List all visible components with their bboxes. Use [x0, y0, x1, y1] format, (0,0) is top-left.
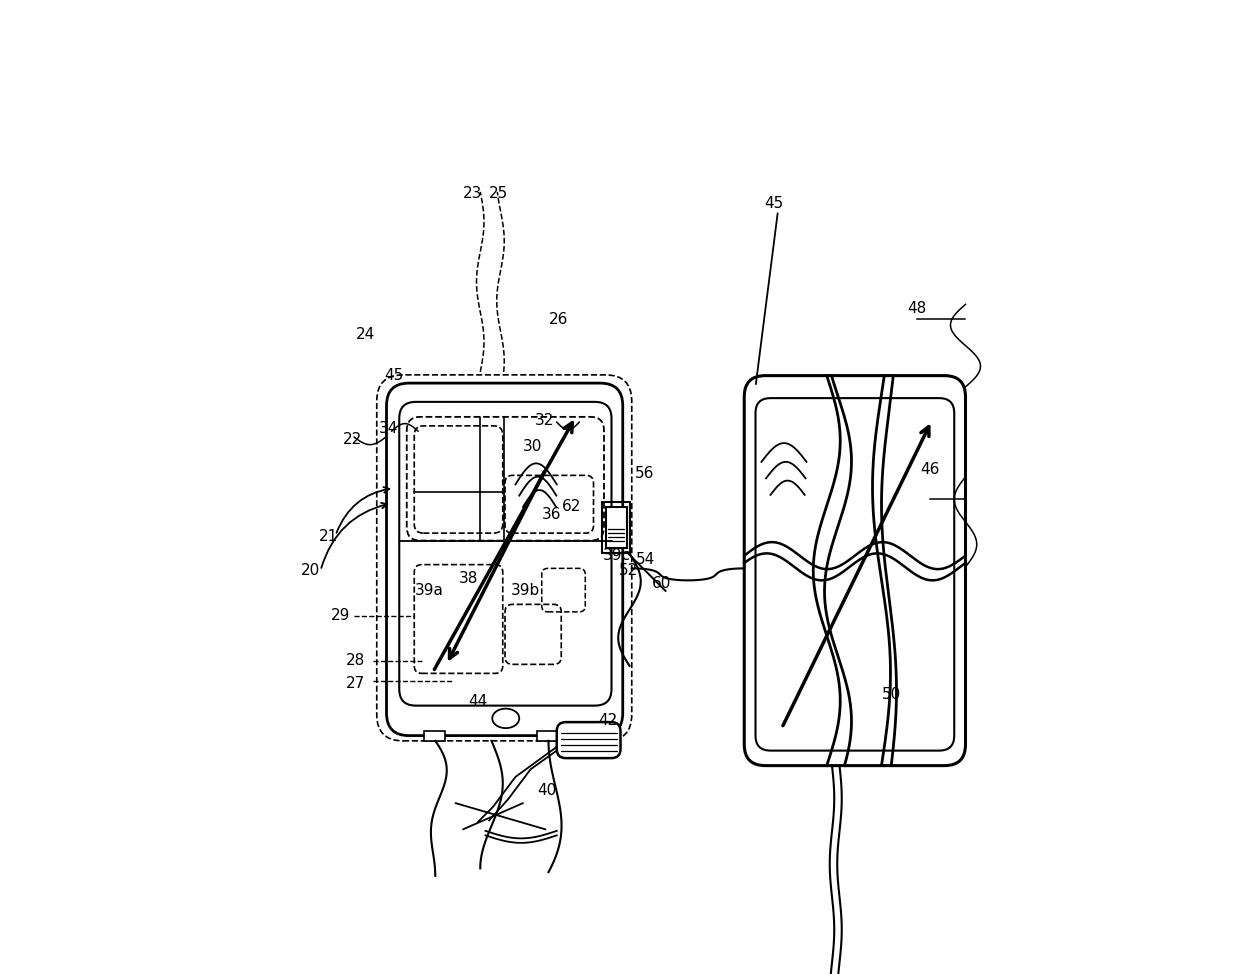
Text: 22: 22 — [343, 431, 362, 447]
Text: 36: 36 — [542, 506, 562, 522]
Text: 39b: 39b — [511, 583, 539, 598]
Text: 60: 60 — [652, 576, 671, 591]
Text: 23: 23 — [463, 186, 482, 201]
Text: 27: 27 — [346, 676, 366, 691]
Text: 32: 32 — [534, 413, 554, 429]
FancyBboxPatch shape — [605, 506, 626, 548]
FancyBboxPatch shape — [537, 731, 558, 741]
Text: 21: 21 — [319, 529, 337, 544]
Text: 39a: 39a — [415, 583, 444, 598]
Text: 48: 48 — [908, 301, 926, 316]
Text: 25: 25 — [489, 186, 508, 201]
Text: 20: 20 — [301, 563, 320, 579]
Text: 24: 24 — [356, 327, 376, 342]
Text: 50: 50 — [882, 687, 901, 702]
Text: 45: 45 — [384, 368, 404, 383]
Text: 44: 44 — [469, 694, 487, 709]
Text: 28: 28 — [346, 654, 366, 668]
Text: 30: 30 — [523, 439, 542, 455]
Text: 34: 34 — [378, 421, 398, 435]
Text: 40: 40 — [537, 783, 557, 798]
FancyBboxPatch shape — [557, 722, 620, 758]
Text: 56: 56 — [635, 466, 655, 480]
Text: 39c: 39c — [603, 548, 631, 563]
Text: 42: 42 — [598, 713, 618, 729]
FancyBboxPatch shape — [424, 731, 445, 741]
Text: 29: 29 — [331, 608, 351, 623]
Ellipse shape — [492, 709, 520, 729]
Text: 46: 46 — [920, 462, 940, 477]
Text: 26: 26 — [548, 312, 568, 327]
Text: 38: 38 — [459, 571, 477, 585]
Text: 62: 62 — [562, 500, 582, 514]
Text: 54: 54 — [636, 552, 656, 567]
Text: 45: 45 — [765, 196, 784, 210]
Text: 52: 52 — [619, 563, 637, 579]
